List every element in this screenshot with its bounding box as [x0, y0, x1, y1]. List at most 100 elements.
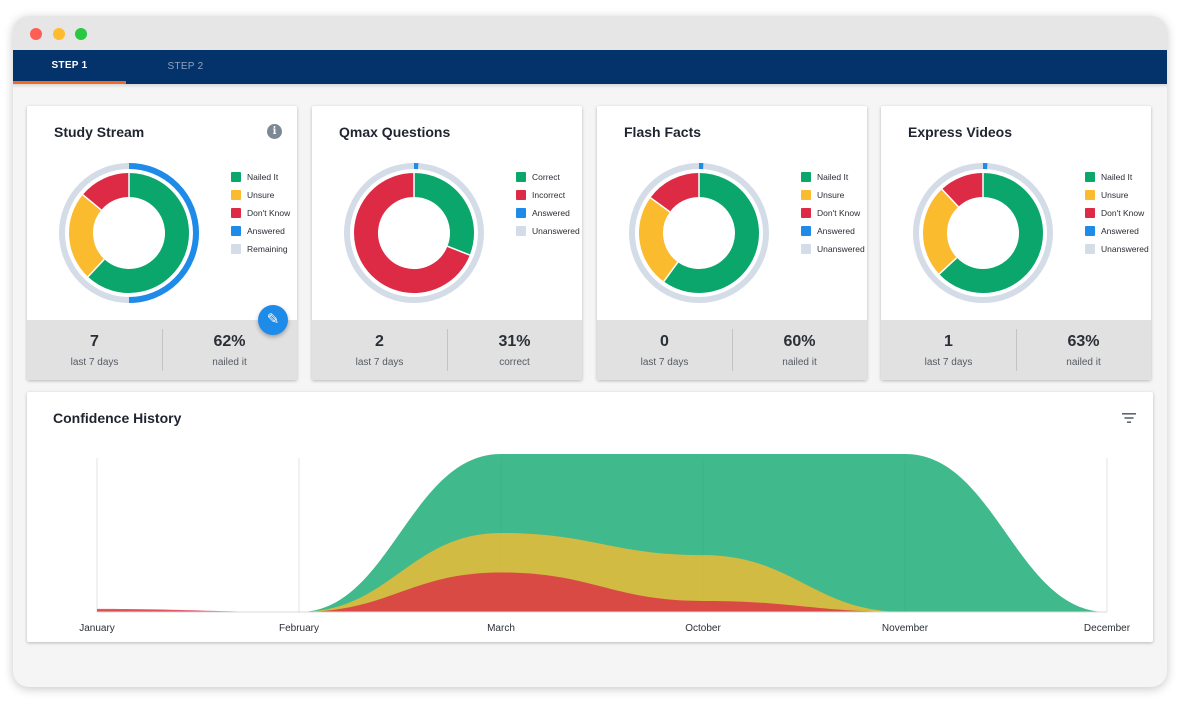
- donut-segment: [939, 173, 1043, 293]
- title-bar: [13, 16, 1167, 50]
- x-tick-label: October: [685, 623, 721, 634]
- legend-label: Unsure: [247, 190, 275, 200]
- tab-bar-shadow: [13, 84, 1167, 88]
- pencil-icon[interactable]: ✎: [258, 305, 288, 335]
- legend-label: Nailed It: [817, 172, 849, 182]
- x-tick-label: February: [279, 623, 319, 634]
- stat-value: 2: [375, 333, 384, 350]
- legend-item: Answered: [801, 222, 865, 240]
- stat-recent: 2 last 7 days: [312, 320, 447, 380]
- stat-value: 7: [90, 333, 99, 350]
- legend-item: Don't Know: [231, 204, 290, 222]
- stat-score: 63% nailed it: [1016, 320, 1151, 380]
- legend-swatch: [1085, 208, 1095, 218]
- x-tick-label: March: [487, 623, 515, 634]
- legend-swatch: [231, 244, 241, 254]
- legend-swatch: [1085, 172, 1095, 182]
- card-study-stream: Study Stream i Nailed It Unsure Don't Know…: [27, 106, 297, 380]
- minimize-window-button[interactable]: [53, 28, 65, 40]
- legend-swatch: [1085, 226, 1095, 236]
- legend-item: Nailed It: [231, 168, 290, 186]
- legend-swatch: [516, 190, 526, 200]
- stat-value: 62%: [213, 333, 246, 350]
- stat-value: 63%: [1067, 333, 1100, 350]
- donut-segment: [923, 189, 959, 275]
- card-title: Qmax Questions: [339, 124, 451, 140]
- donut-segment: [87, 173, 189, 293]
- filter-icon[interactable]: [1121, 411, 1137, 425]
- legend-label: Answered: [817, 226, 855, 236]
- legend-item: Unsure: [231, 186, 290, 204]
- legend-label: Answered: [247, 226, 285, 236]
- donut-segment: [82, 173, 130, 211]
- x-tick-label: November: [882, 623, 929, 634]
- confidence-history-panel: Confidence History January February March O…: [27, 392, 1153, 642]
- legend: Correct Incorrect Answered Unanswered: [516, 168, 580, 240]
- legend-item: Correct: [516, 168, 580, 186]
- legend-label: Incorrect: [532, 190, 566, 200]
- legend-swatch: [231, 190, 241, 200]
- legend-label: Correct: [532, 172, 560, 182]
- legend-swatch: [801, 244, 811, 254]
- stat-divider: [162, 329, 163, 371]
- card-title: Study Stream: [54, 124, 145, 140]
- card-title: Express Videos: [908, 124, 1013, 140]
- legend-label: Don't Know: [247, 208, 291, 218]
- legend-swatch: [231, 208, 241, 218]
- legend-swatch: [231, 172, 241, 182]
- series-dontknow-area: [97, 572, 1107, 612]
- stat-label: nailed it: [1066, 357, 1101, 368]
- donut-chart: [913, 162, 1053, 303]
- legend-swatch: [801, 226, 811, 236]
- close-window-button[interactable]: [30, 28, 42, 40]
- stat-label: last 7 days: [924, 357, 973, 368]
- legend-item: Remaining: [231, 240, 290, 258]
- info-icon[interactable]: i: [267, 124, 282, 139]
- segment-separator: [941, 188, 959, 208]
- legend: Nailed It Unsure Don't Know Answered Unanswe…: [801, 168, 865, 258]
- legend-item: Unanswered: [801, 240, 865, 258]
- stats-bar: 1 last 7 days 63% nailed it: [881, 320, 1151, 380]
- legend-swatch: [1085, 190, 1095, 200]
- card-express-videos: Express Videos Nailed It Unsure Don't Know…: [881, 106, 1151, 380]
- donut-segment: [941, 173, 984, 208]
- segment-separator: [82, 194, 102, 211]
- stat-recent: 0 last 7 days: [597, 320, 732, 380]
- segment-separator: [650, 197, 671, 213]
- stat-label: nailed it: [212, 357, 247, 368]
- card-flash-facts: Flash Facts Nailed It Unsure Don't Know Ans…: [597, 106, 867, 380]
- legend-label: Unsure: [1101, 190, 1129, 200]
- answered-arc: [128, 163, 199, 303]
- segment-separator: [87, 258, 105, 278]
- legend-label: Nailed It: [1101, 172, 1133, 182]
- stat-value: 31%: [498, 333, 531, 350]
- x-tick-label: December: [1084, 623, 1131, 634]
- stat-recent: 7 last 7 days: [27, 320, 162, 380]
- donut-segment: [413, 173, 474, 256]
- stat-label: last 7 days: [355, 357, 404, 368]
- stat-divider: [447, 329, 448, 371]
- legend-item: Nailed It: [1085, 168, 1149, 186]
- legend-swatch: [801, 208, 811, 218]
- legend-label: Answered: [1101, 226, 1139, 236]
- legend-label: Don't Know: [1101, 208, 1145, 218]
- stat-recent: 1 last 7 days: [881, 320, 1016, 380]
- legend-item: Don't Know: [1085, 204, 1149, 222]
- legend-label: Unsure: [817, 190, 845, 200]
- card-title: Flash Facts: [624, 124, 702, 140]
- tab-step-1[interactable]: STEP 1: [13, 50, 126, 84]
- donut-chart: [629, 162, 769, 303]
- stats-bar: 7 last 7 days 62% nailed it: [27, 320, 297, 380]
- legend-label: Nailed It: [247, 172, 279, 182]
- card-qmax-questions: Qmax Questions Correct Incorrect Answered U…: [312, 106, 582, 380]
- legend-item: Unsure: [1085, 186, 1149, 204]
- step-tabs: STEP 1 STEP 2: [13, 50, 1167, 84]
- tab-step-2[interactable]: STEP 2: [167, 61, 204, 72]
- stat-divider: [1016, 329, 1017, 371]
- maximize-window-button[interactable]: [75, 28, 87, 40]
- donut-segment: [639, 197, 679, 282]
- legend-item: Nailed It: [801, 168, 865, 186]
- legend-label: Unanswered: [532, 226, 580, 236]
- donut-segment: [650, 173, 700, 213]
- donut-chart: [344, 162, 484, 303]
